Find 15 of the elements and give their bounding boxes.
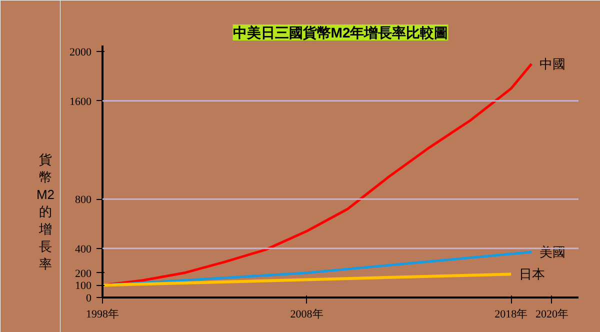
y-tick-label: 200 — [75, 268, 92, 280]
series-label: 日本 — [519, 266, 546, 282]
y-tick-label: 1600 — [70, 96, 92, 108]
y-tick-label: 100 — [75, 280, 92, 292]
x-tick-label: 1998年 — [86, 308, 119, 320]
chart-title: 中美日三國貨幣M2年增長率比較圖 — [232, 24, 448, 40]
y-tick-label: 400 — [75, 243, 92, 256]
y-tick-label: 0 — [86, 292, 92, 304]
y-axis-title: 貨幣M2的增長率 — [36, 152, 55, 272]
series-label: 中國 — [540, 56, 566, 72]
x-tick-label: 2008年 — [290, 308, 324, 320]
x-tick-label: 2018年 — [494, 308, 528, 320]
y-tick-label: 2000 — [70, 46, 92, 59]
y-tick-label: 800 — [75, 194, 92, 206]
x-tick-label: 2020年 — [535, 308, 568, 320]
